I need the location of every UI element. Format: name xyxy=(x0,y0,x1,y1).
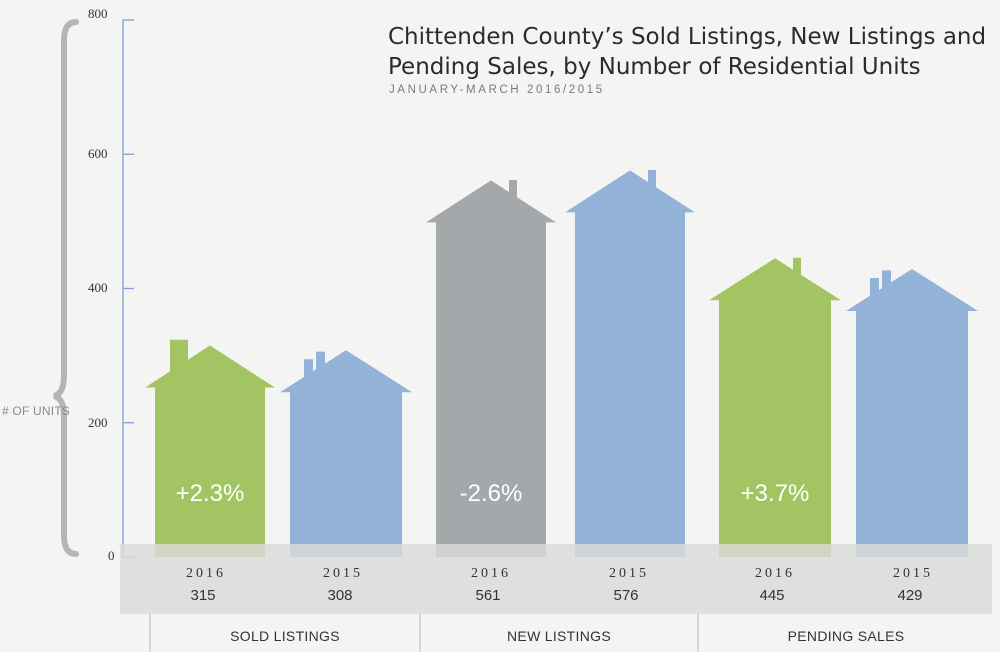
y-axis-brace xyxy=(53,19,79,557)
house-bar xyxy=(145,345,275,557)
house-chimney xyxy=(882,270,891,295)
house-chimney xyxy=(793,257,801,280)
house-chimney xyxy=(648,169,656,192)
bar-value-label: 561 xyxy=(475,587,501,604)
category-label-sold-listings: SOLD LISTINGS xyxy=(230,628,340,644)
category-label-new-listings: NEW LISTINGS xyxy=(507,628,611,644)
bar-value-label: 315 xyxy=(190,587,216,604)
house-chimney xyxy=(170,339,188,374)
axes xyxy=(53,19,699,652)
bar-year-label: 2016 xyxy=(186,566,226,581)
bar-value-label: 576 xyxy=(613,587,639,604)
category-band xyxy=(120,544,992,614)
chart-title: Chittenden County’s Sold Listings, New L… xyxy=(388,24,987,80)
y-tick-label: 200 xyxy=(88,415,108,430)
house-bar xyxy=(846,269,978,557)
y-axis-label: # OF UNITS xyxy=(2,404,71,418)
chart-subtitle: JANUARY-MARCH 2016/2015 xyxy=(389,84,605,96)
bar-year-label: 2015 xyxy=(893,566,933,581)
house-bar xyxy=(426,180,556,557)
change-label: -2.6% xyxy=(459,480,523,507)
bar-year-label: 2016 xyxy=(471,566,511,581)
bar-value-label: 429 xyxy=(897,587,923,604)
house-chimney xyxy=(509,180,517,203)
house-chimney xyxy=(870,278,879,303)
y-tick-label: 600 xyxy=(88,146,108,161)
y-tick-label: 800 xyxy=(88,6,108,21)
change-label: +2.3% xyxy=(175,480,245,507)
bar-year-label: 2015 xyxy=(609,566,649,581)
house-bar xyxy=(280,350,412,557)
house-bars xyxy=(145,169,978,558)
y-tick-label: 0 xyxy=(108,548,115,563)
bar-value-label: 445 xyxy=(759,587,785,604)
category-label-pending-sales: PENDING SALES xyxy=(787,628,905,644)
house-chimney xyxy=(304,359,313,384)
change-label: +3.7% xyxy=(740,480,810,507)
y-tick-label: 400 xyxy=(88,280,108,295)
house-bar xyxy=(709,258,841,557)
bar-value-label: 308 xyxy=(327,587,353,604)
bar-year-label: 2016 xyxy=(755,566,795,581)
bar-year-label: 2015 xyxy=(323,566,363,581)
house-bar xyxy=(565,170,695,558)
house-chimney xyxy=(316,351,325,376)
